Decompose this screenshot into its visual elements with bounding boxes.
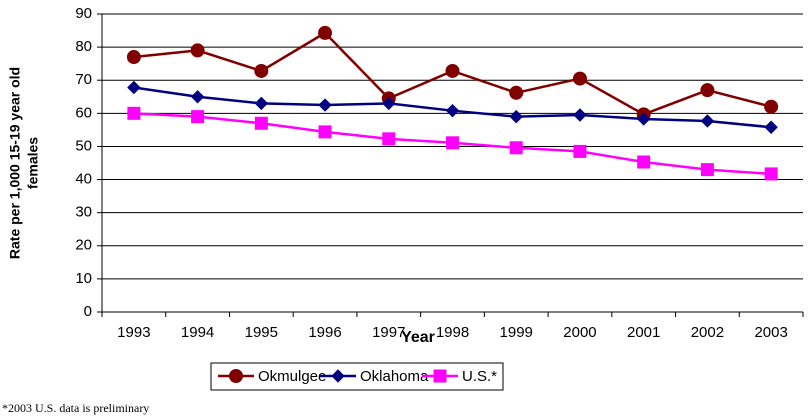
marker	[764, 99, 779, 114]
marker	[190, 90, 205, 104]
marker	[127, 106, 141, 120]
marker	[229, 369, 243, 383]
y-tick-label: 40	[75, 171, 92, 188]
x-tick-label: 1999	[500, 324, 533, 341]
marker	[637, 155, 651, 169]
x-tick-label: 1993	[117, 324, 150, 341]
legend-label: Oklahoma	[360, 368, 429, 385]
marker	[318, 98, 332, 112]
marker	[700, 163, 714, 177]
marker	[700, 83, 715, 98]
marker	[127, 80, 141, 95]
marker	[445, 63, 460, 78]
marker	[573, 144, 587, 158]
marker	[318, 125, 332, 139]
marker	[126, 50, 141, 65]
marker	[433, 369, 447, 383]
legend-label: Okmulgee	[258, 368, 326, 385]
marker	[254, 96, 269, 111]
marker	[573, 108, 587, 122]
marker	[509, 109, 523, 124]
y-tick-label: 20	[75, 237, 92, 254]
x-tick-label: 1995	[245, 324, 278, 341]
marker	[382, 96, 396, 111]
x-axis-title: Year	[401, 329, 435, 346]
y-tick-label: 60	[75, 104, 92, 121]
marker	[764, 167, 778, 181]
y-tick-label: 50	[75, 137, 92, 154]
legend-label: U.S.*	[462, 368, 497, 385]
marker	[445, 103, 460, 118]
y-axis-title: Rate per 1,000 15-19 year old females	[7, 67, 41, 259]
y-tick-label: 0	[84, 303, 92, 320]
x-tick-label: 1994	[181, 324, 214, 341]
x-tick-label: 1997	[372, 324, 405, 341]
marker	[636, 112, 651, 126]
marker	[254, 116, 268, 130]
marker	[382, 132, 396, 146]
marker	[509, 85, 524, 100]
marker	[764, 120, 778, 134]
y-tick-label: 80	[75, 38, 92, 55]
x-tick-label: 1998	[436, 324, 469, 341]
marker	[446, 136, 459, 150]
y-tick-label: 70	[75, 71, 92, 88]
marker	[318, 25, 333, 40]
marker	[509, 141, 523, 155]
marker	[700, 114, 715, 128]
marker	[190, 43, 205, 58]
y-tick-label: 30	[75, 204, 92, 221]
x-tick-label: 1996	[308, 324, 341, 341]
y-tick-label: 90	[75, 5, 92, 22]
marker	[572, 71, 587, 86]
x-tick-label: 2000	[563, 324, 596, 341]
marker	[254, 63, 269, 78]
marker	[191, 110, 205, 124]
x-tick-label: 2003	[754, 324, 787, 341]
footnote: *2003 U.S. data is preliminary	[2, 401, 149, 415]
x-tick-label: 2002	[691, 324, 724, 341]
x-tick-label: 2001	[627, 324, 660, 341]
y-axis-title-line: females	[25, 137, 41, 189]
y-axis-title-line: Rate per 1,000 15-19 year old	[7, 67, 23, 259]
y-tick-label: 10	[75, 270, 92, 287]
marker	[331, 369, 345, 383]
legend-box	[210, 362, 504, 391]
